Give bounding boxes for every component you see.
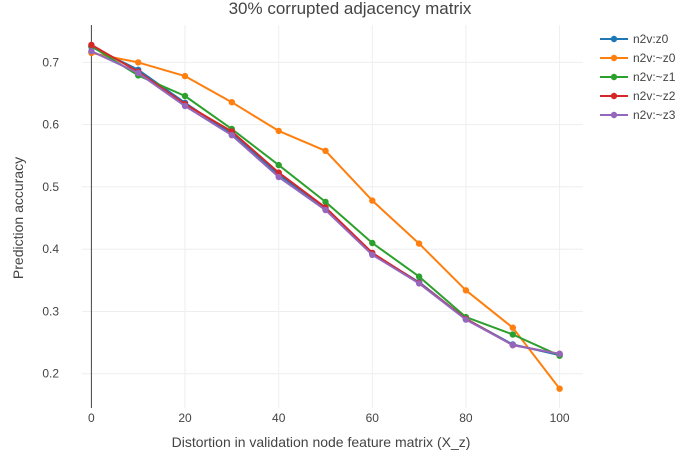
legend-label-3: n2v:~z2 [633, 89, 676, 103]
data-point-1-7 [415, 240, 423, 247]
data-point-2-6 [369, 239, 376, 247]
y-axis: 0.2 0.3 0.4 0.5 0.6 0.7 [42, 55, 59, 380]
legend-item-2[interactable]: n2v:~z1 [600, 70, 676, 84]
data-point-4-0 [88, 48, 95, 55]
data-point-2-4 [275, 161, 282, 169]
chart-title: 30% corrupted adjacency matrix [229, 0, 472, 18]
x-tick-label-2: 40 [272, 411, 286, 425]
grid [82, 25, 583, 408]
x-tick-label-1: 20 [178, 411, 192, 425]
legend-label-2: n2v:~z1 [633, 70, 676, 84]
y-tick-label-4: 0.6 [42, 118, 59, 132]
data-point-4-6 [369, 251, 376, 258]
data-point-1-9 [509, 324, 516, 331]
y-tick-label-3: 0.5 [42, 180, 59, 194]
data-point-1-8 [462, 287, 470, 294]
legend-item-3[interactable]: n2v:~z2 [600, 89, 676, 103]
legend-item-1[interactable]: n2v:~z0 [600, 51, 676, 65]
data-point-4-9 [509, 341, 516, 349]
data-point-1-5 [322, 147, 329, 154]
legend-swatch-marker-0 [610, 35, 618, 43]
legend-item-4[interactable]: n2v:~z3 [600, 108, 676, 122]
data-point-4-4 [275, 173, 282, 181]
x-tick-label-0: 0 [88, 411, 95, 425]
y-tick-label-0: 0.2 [42, 367, 59, 381]
legend-item-0[interactable]: n2v:z0 [600, 32, 669, 46]
data-point-3-0 [88, 41, 95, 49]
series-layer [88, 41, 563, 392]
x-axis-label: Distortion in validation node feature ma… [172, 434, 471, 450]
data-point-4-1 [135, 69, 142, 77]
legend-swatch-marker-4 [610, 111, 618, 119]
legend-swatch-marker-1 [610, 54, 618, 62]
x-tick-label-3: 60 [366, 411, 380, 425]
data-point-1-1 [135, 59, 142, 66]
series-4 [88, 48, 563, 357]
x-axis: 0 20 40 60 80 100 [88, 411, 570, 425]
data-point-4-7 [415, 280, 423, 287]
legend-swatch-marker-3 [610, 92, 618, 100]
data-point-1-6 [369, 197, 376, 204]
series-line-1 [91, 52, 561, 390]
y-axis-label: Prediction accuracy [10, 157, 26, 279]
y-tick-label-1: 0.3 [42, 305, 59, 319]
x-tick-label-5: 100 [550, 411, 570, 425]
data-point-2-5 [322, 198, 329, 206]
data-point-1-4 [275, 127, 282, 135]
legend-label-0: n2v:z0 [633, 32, 669, 46]
legend-swatch-marker-2 [610, 73, 618, 81]
data-point-1-3 [228, 99, 235, 106]
data-point-4-5 [322, 206, 329, 214]
legend-label-1: n2v:~z0 [633, 51, 676, 65]
data-point-2-2 [181, 92, 189, 100]
data-point-2-9 [509, 331, 516, 338]
data-point-1-2 [181, 72, 189, 80]
data-point-4-8 [462, 316, 470, 323]
data-point-3-4 [275, 169, 282, 176]
legend-label-4: n2v:~z3 [633, 108, 676, 122]
data-point-2-7 [415, 273, 423, 280]
data-point-4-10 [556, 350, 563, 357]
data-point-4-3 [228, 132, 235, 139]
series-2 [88, 43, 563, 359]
series-1 [88, 49, 563, 392]
y-tick-label-2: 0.4 [42, 242, 59, 256]
y-tick-label-5: 0.7 [42, 55, 59, 69]
data-point-4-2 [181, 102, 189, 110]
x-tick-label-4: 80 [459, 411, 473, 425]
data-point-1-10 [556, 385, 563, 392]
legend: n2v:z0 n2v:~z0 n2v:~z1 n2v:~z2 n2v:~z3 [600, 32, 676, 122]
